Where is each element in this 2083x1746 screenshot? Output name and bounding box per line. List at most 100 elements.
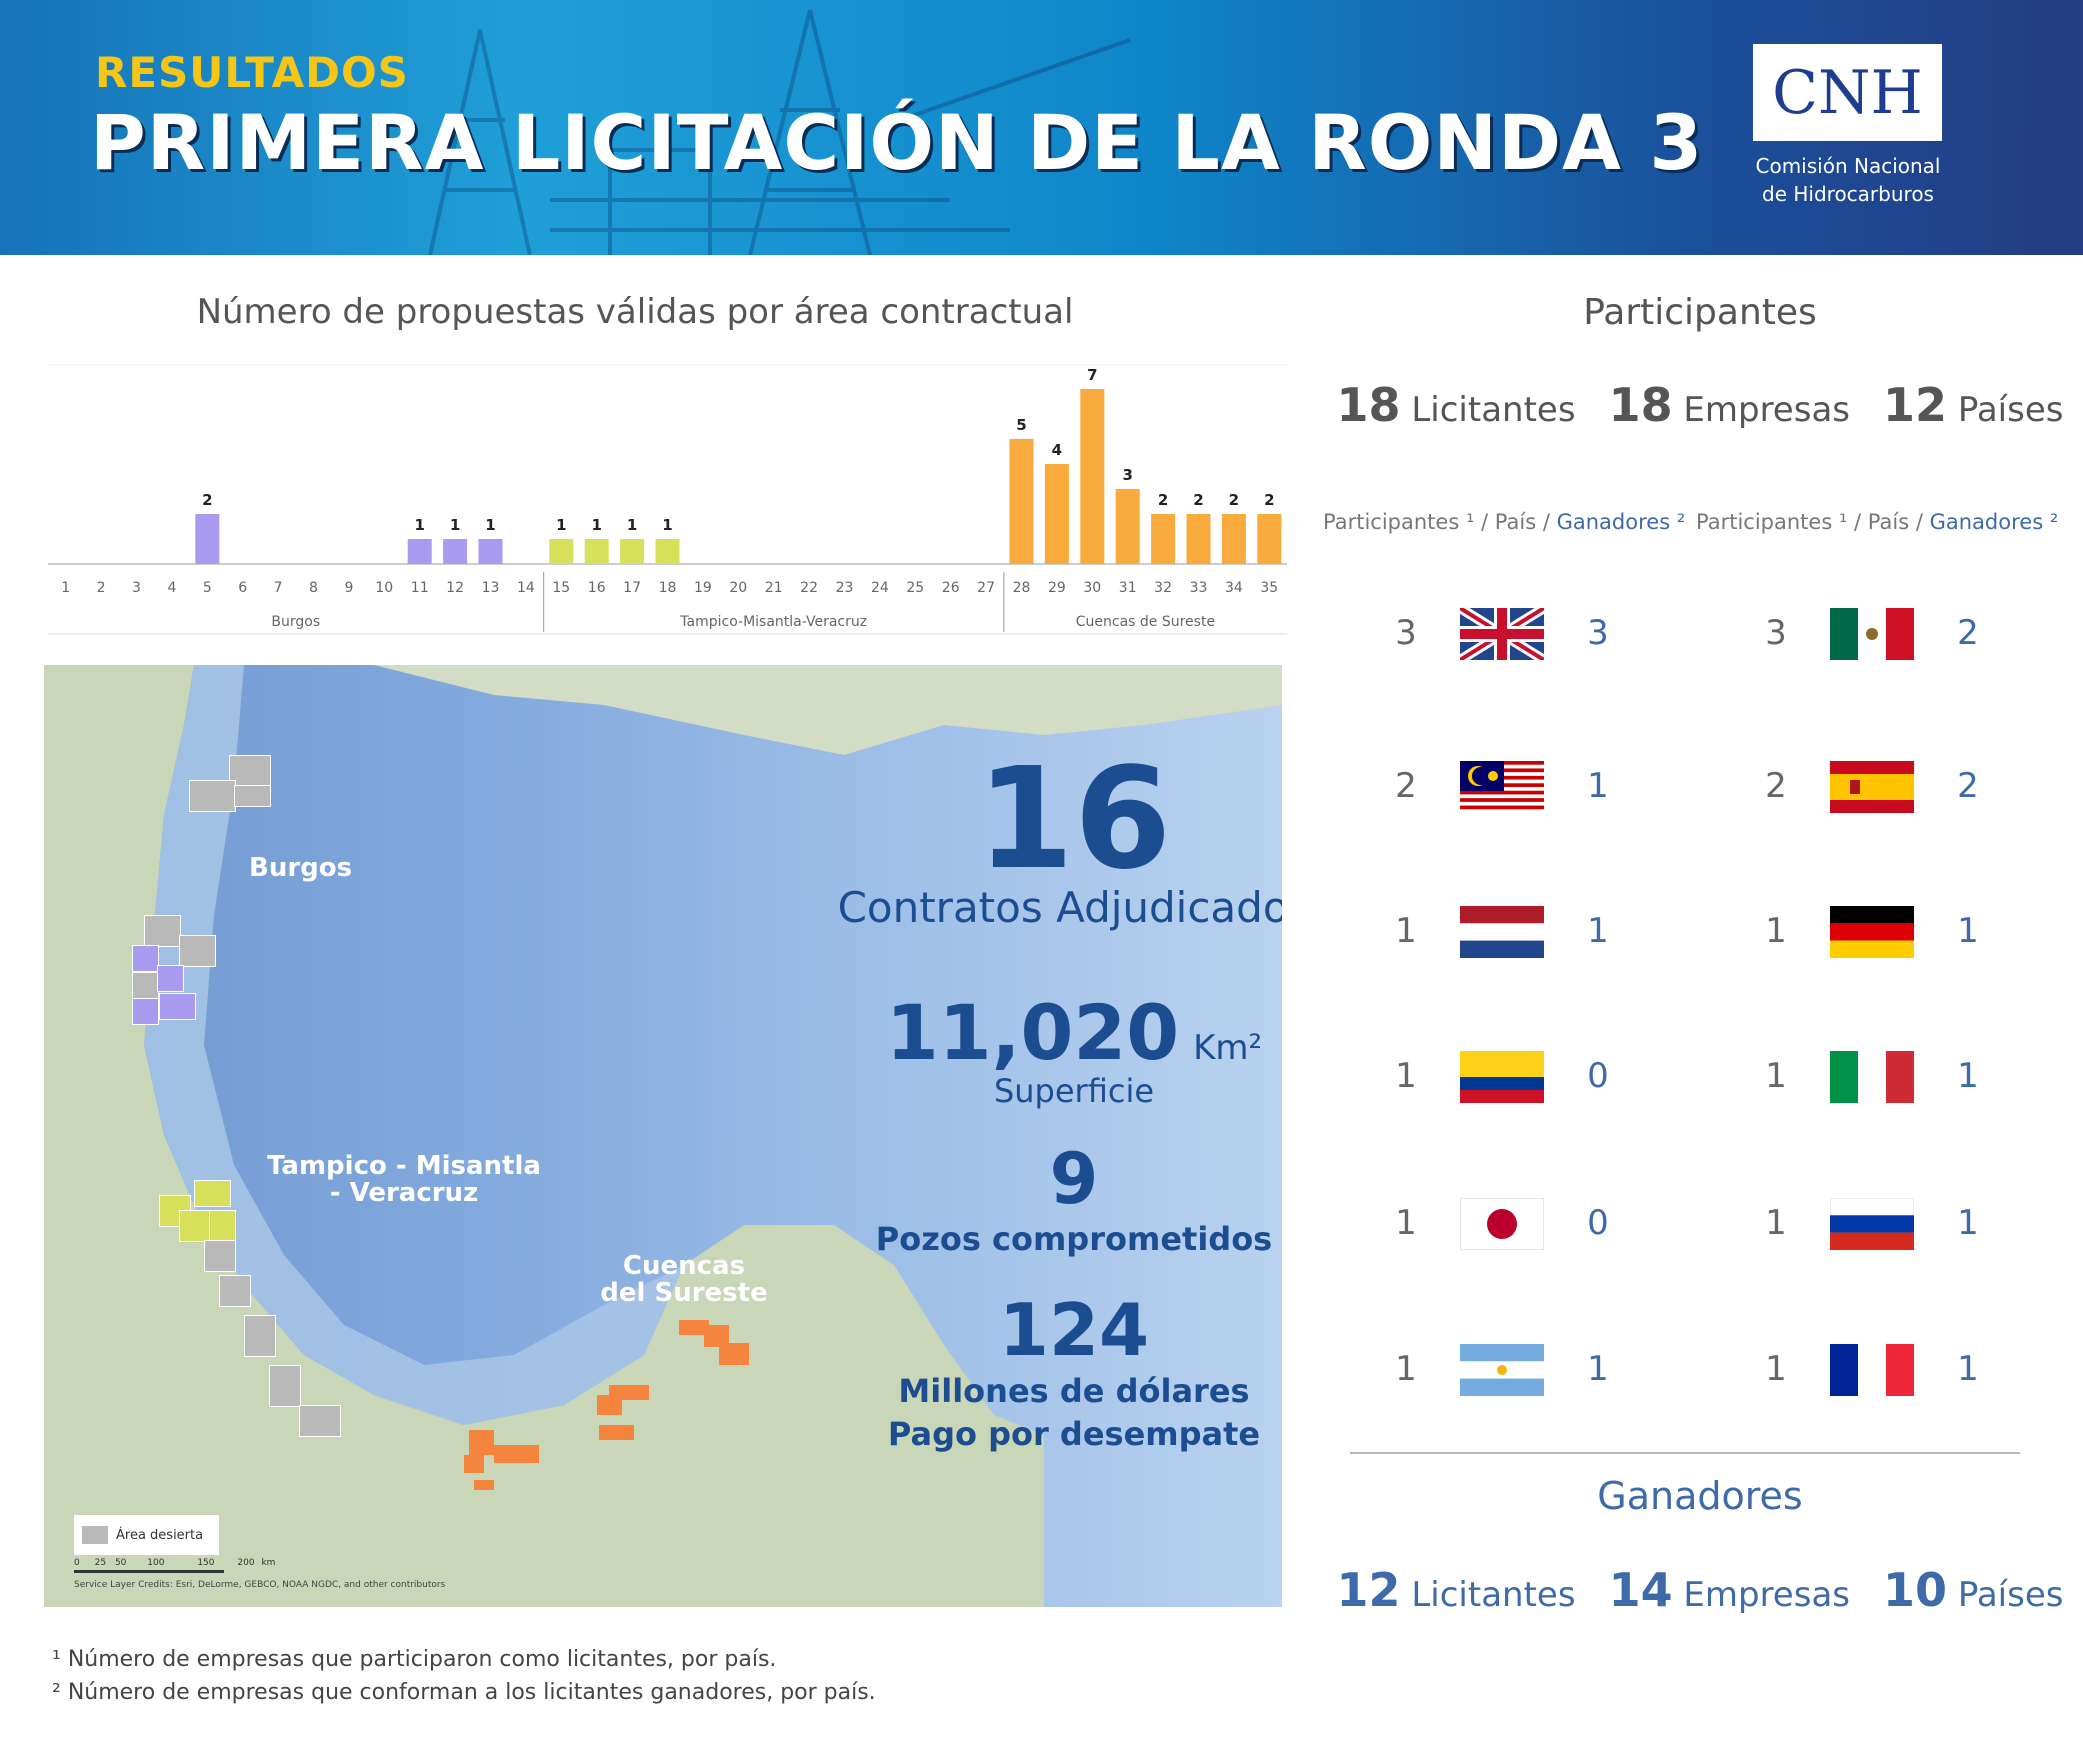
x-tick-label-9: 9 — [344, 580, 353, 596]
footnote-2: ² Número de empresas que conforman a los… — [52, 1680, 876, 1705]
group-label-1: Burgos — [271, 614, 320, 630]
participants-count: 1 — [1395, 1056, 1417, 1096]
participants-companies: 18 Empresas — [1608, 378, 1850, 432]
x-tick-label-11: 11 — [411, 580, 429, 596]
winners-count: 1 — [1957, 1203, 1979, 1243]
participants-count: 1 — [1395, 1349, 1417, 1389]
oil-rig-illustration — [428, 9, 1131, 255]
map-shelf — [144, 665, 684, 1425]
bar-value-label-11: 1 — [414, 516, 424, 534]
bar-29 — [1044, 464, 1069, 564]
participants-count: 3 — [1395, 613, 1417, 653]
contracts-number: 16 — [976, 738, 1172, 901]
participants-count: 1 — [1765, 1056, 1787, 1096]
participants-count: 3 — [1765, 613, 1787, 653]
x-tick-label-34: 34 — [1225, 580, 1243, 596]
spain-flag-icon — [1830, 761, 1914, 813]
x-tick-label-26: 26 — [942, 580, 960, 596]
winners-countries: 10 Países — [1883, 1563, 2064, 1617]
participants-totals: 18 Licitantes 18 Empresas 12 Países — [1320, 378, 2080, 432]
participants-count: 1 — [1765, 1349, 1787, 1389]
payment-label-1: Millones de dólares — [898, 1372, 1250, 1410]
italy-flag-icon — [1830, 1051, 1914, 1103]
bar-value-label-15: 1 — [556, 516, 566, 534]
germany-flag-icon — [1830, 906, 1914, 958]
x-tick-label-12: 12 — [446, 580, 464, 596]
netherlands-flag-icon — [1460, 906, 1544, 958]
column-header-right: Participantes ¹ / País / Ganadores ² — [1696, 510, 2059, 534]
uk-flag-icon — [1457, 603, 1547, 665]
bar-17 — [620, 539, 645, 564]
bar-value-label-12: 1 — [450, 516, 460, 534]
legend-swatch — [82, 1526, 108, 1544]
gulf-map: Burgos Tampico - Misantla - Veracruz Cue… — [44, 665, 1282, 1607]
participants-countries: 12 Países — [1883, 378, 2064, 432]
winners-count: 1 — [1957, 911, 1979, 951]
participants-title: Participantes — [1583, 292, 1817, 333]
participants-count: 1 — [1765, 911, 1787, 951]
winners-count: 2 — [1957, 613, 1979, 653]
argentina-flag-icon — [1460, 1344, 1544, 1396]
bar-value-label-35: 2 — [1264, 491, 1274, 509]
header-title: PRIMERA LICITACIÓN DE LA RONDA 3 — [90, 98, 1704, 187]
header-banner: RESULTADOS PRIMERA LICITACIÓN DE LA ROND… — [0, 0, 2083, 255]
participants-count: 1 — [1395, 1203, 1417, 1243]
x-tick-label-8: 8 — [309, 580, 318, 596]
bar-value-label-28: 5 — [1016, 416, 1026, 434]
surface-row: 11,020 Km² — [804, 993, 1282, 1088]
x-tick-label-31: 31 — [1119, 580, 1137, 596]
x-tick-label-14: 14 — [517, 580, 535, 596]
map-legend: Área desierta — [74, 1515, 219, 1555]
france-flag-icon — [1830, 1344, 1914, 1396]
x-tick-label-18: 18 — [659, 580, 677, 596]
payment-label-2: Pago por desempate — [887, 1415, 1261, 1453]
x-tick-label-1: 1 — [61, 580, 70, 596]
bar-value-label-33: 2 — [1193, 491, 1203, 509]
malaysia-flag-icon — [1460, 761, 1544, 814]
participants-count: 2 — [1395, 766, 1417, 806]
bar-13 — [478, 539, 503, 564]
footnote-1: ¹ Número de empresas que participaron co… — [52, 1647, 777, 1672]
bar-30 — [1080, 389, 1105, 564]
contracts-label: Contratos Adjudicados — [837, 883, 1282, 932]
x-tick-label-6: 6 — [238, 580, 247, 596]
legend-label: Área desierta — [116, 1527, 204, 1543]
x-tick-label-5: 5 — [203, 580, 212, 596]
map-label-cuencas: Cuencas del Sureste — [600, 1251, 768, 1308]
chart-title: Número de propuestas válidas por área co… — [196, 292, 1074, 332]
winners-count: 0 — [1587, 1056, 1609, 1096]
participants-count: 1 — [1395, 911, 1417, 951]
x-tick-label-3: 3 — [132, 580, 141, 596]
bar-31 — [1115, 489, 1140, 564]
payment-number: 124 — [998, 1288, 1150, 1372]
winners-totals: 12 Licitantes 14 Empresas 10 Países — [1320, 1563, 2080, 1617]
russia-flag-icon — [1829, 1197, 1915, 1250]
winners-count: 1 — [1587, 1349, 1609, 1389]
winners-count: 3 — [1587, 613, 1609, 653]
x-tick-label-23: 23 — [836, 580, 854, 596]
mexico-flag-icon — [1830, 608, 1914, 660]
bar-value-label-30: 7 — [1087, 366, 1097, 384]
bar-5 — [195, 514, 220, 564]
bar-value-label-29: 4 — [1052, 441, 1062, 459]
x-tick-label-2: 2 — [97, 580, 106, 596]
bar-value-label-17: 1 — [627, 516, 637, 534]
bar-value-label-32: 2 — [1158, 491, 1168, 509]
cnh-logo-subtitle: Comisión Nacional de Hidrocarburos — [1755, 154, 1941, 206]
cnh-logo: CNH — [1753, 44, 1942, 141]
x-tick-label-28: 28 — [1013, 580, 1031, 596]
bar-35 — [1257, 514, 1282, 564]
bar-18 — [655, 539, 680, 564]
winners-title: Ganadores — [1597, 1474, 1803, 1518]
map-label-tampico: Tampico - Misantla - Veracruz — [267, 1151, 541, 1208]
colombia-flag-icon — [1460, 1051, 1544, 1103]
x-tick-label-15: 15 — [552, 580, 570, 596]
x-tick-label-27: 27 — [977, 580, 995, 596]
group-label-3: Cuencas de Sureste — [1076, 614, 1215, 630]
winners-count: 1 — [1957, 1056, 1979, 1096]
x-tick-label-13: 13 — [482, 580, 500, 596]
surface-unit: Km² — [1193, 1028, 1263, 1068]
winners-bidders: 12 Licitantes — [1336, 1563, 1576, 1617]
winners-count: 0 — [1587, 1203, 1609, 1243]
